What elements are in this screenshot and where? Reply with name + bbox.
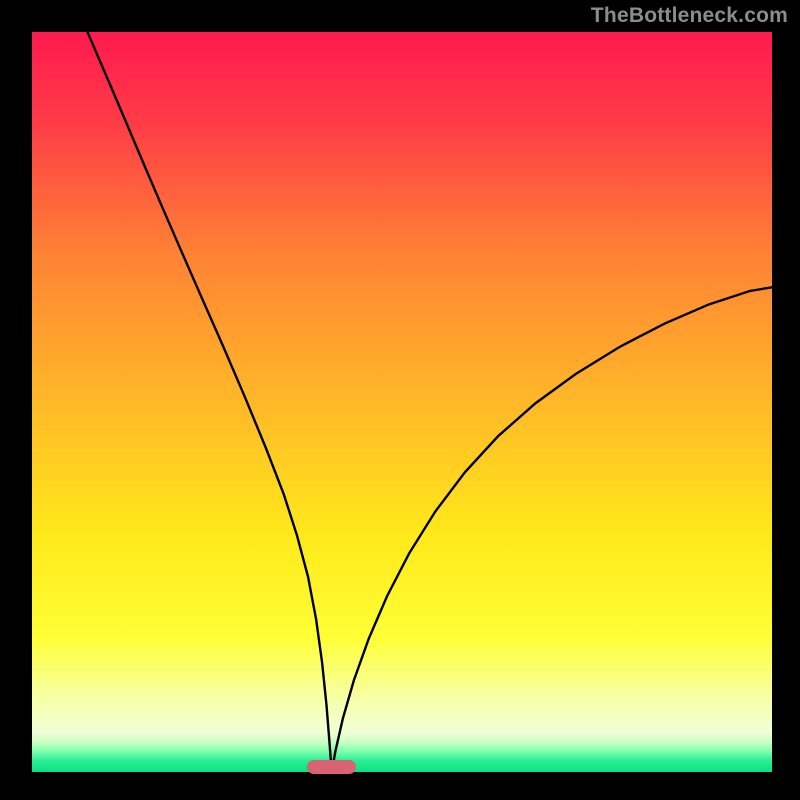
- plot-area: [32, 32, 772, 772]
- vertex-marker: [307, 760, 357, 774]
- watermark-text: TheBottleneck.com: [591, 4, 788, 28]
- plot-svg: [32, 32, 772, 772]
- plot-background: [32, 32, 772, 772]
- chart-container: TheBottleneck.com: [0, 0, 800, 800]
